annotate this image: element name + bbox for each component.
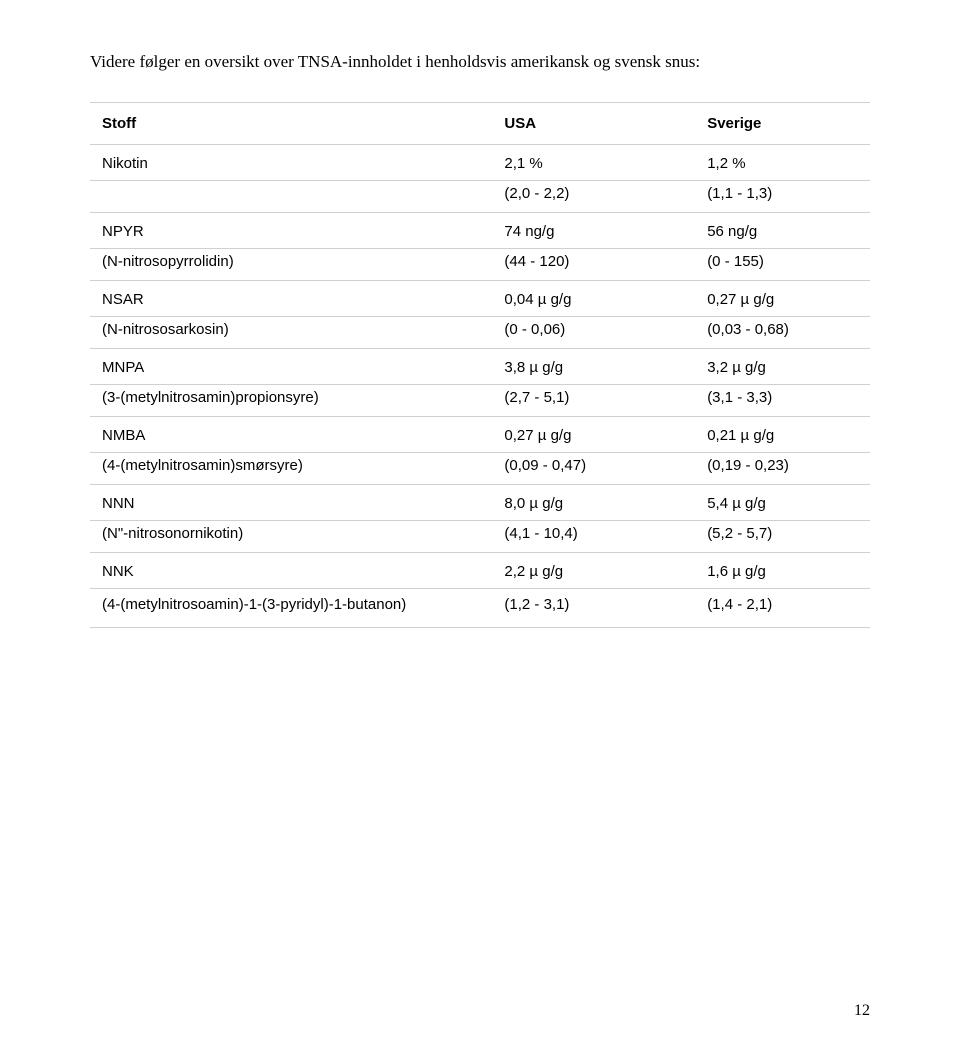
cell-label: Nikotin (90, 144, 464, 180)
cell-label: NPYR (90, 212, 464, 248)
page-number: 12 (854, 1002, 870, 1020)
cell-sublabel: (4-(metylnitrosamin)smørsyre) (90, 452, 464, 484)
table-row: (2,0 - 2,2) (1,1 - 1,3) (90, 180, 870, 212)
table-row: (N-nitrososarkosin) (0 - 0,06) (0,03 - 0… (90, 316, 870, 348)
table-row: Nikotin 2,1 % 1,2 % (90, 144, 870, 180)
cell-label: MNPA (90, 348, 464, 384)
cell-sublabel: (N-nitrososarkosin) (90, 316, 464, 348)
cell-sublabel (90, 180, 464, 212)
cell-val-b: 0,27 µ g/g (464, 416, 667, 452)
cell-val-b: 0,04 µ g/g (464, 280, 667, 316)
table-row: MNPA 3,8 µ g/g 3,2 µ g/g (90, 348, 870, 384)
cell-val-b: 2,2 µ g/g (464, 552, 667, 588)
cell-val-c: 3,2 µ g/g (667, 348, 870, 384)
intro-paragraph: Videre følger en oversikt over TNSA-innh… (90, 50, 870, 74)
cell-range-c: (0,19 - 0,23) (667, 452, 870, 484)
cell-val-b: 2,1 % (464, 144, 667, 180)
cell-range-b: (0 - 0,06) (464, 316, 667, 348)
col-header-sverige: Sverige (667, 102, 870, 144)
table-row: NSAR 0,04 µ g/g 0,27 µ g/g (90, 280, 870, 316)
cell-range-b: (2,0 - 2,2) (464, 180, 667, 212)
cell-range-c: (1,4 - 2,1) (667, 588, 870, 627)
table-row: NNK 2,2 µ g/g 1,6 µ g/g (90, 552, 870, 588)
col-header-stoff: Stoff (90, 102, 464, 144)
cell-val-c: 1,6 µ g/g (667, 552, 870, 588)
table-row: (N"-nitrosonornikotin) (4,1 - 10,4) (5,2… (90, 520, 870, 552)
cell-range-c: (0 - 155) (667, 248, 870, 280)
cell-val-c: 0,27 µ g/g (667, 280, 870, 316)
table-row: (N-nitrosopyrrolidin) (44 - 120) (0 - 15… (90, 248, 870, 280)
cell-val-c: 56 ng/g (667, 212, 870, 248)
cell-range-c: (1,1 - 1,3) (667, 180, 870, 212)
cell-val-b: 74 ng/g (464, 212, 667, 248)
cell-sublabel: (N"-nitrosonornikotin) (90, 520, 464, 552)
cell-val-c: 0,21 µ g/g (667, 416, 870, 452)
cell-val-b: 8,0 µ g/g (464, 484, 667, 520)
cell-range-b: (4,1 - 10,4) (464, 520, 667, 552)
cell-range-b: (2,7 - 5,1) (464, 384, 667, 416)
cell-sublabel: (4-(metylnitrosoamin)-1-(3-pyridyl)-1-bu… (90, 588, 464, 627)
cell-range-c: (3,1 - 3,3) (667, 384, 870, 416)
table-row: NPYR 74 ng/g 56 ng/g (90, 212, 870, 248)
cell-range-c: (5,2 - 5,7) (667, 520, 870, 552)
cell-val-b: 3,8 µ g/g (464, 348, 667, 384)
table-row: (4-(metylnitrosamin)smørsyre) (0,09 - 0,… (90, 452, 870, 484)
cell-label: NNN (90, 484, 464, 520)
cell-range-b: (0,09 - 0,47) (464, 452, 667, 484)
cell-label: NMBA (90, 416, 464, 452)
cell-val-c: 5,4 µ g/g (667, 484, 870, 520)
table-row: (4-(metylnitrosoamin)-1-(3-pyridyl)-1-bu… (90, 588, 870, 627)
cell-range-b: (1,2 - 3,1) (464, 588, 667, 627)
table-row: NNN 8,0 µ g/g 5,4 µ g/g (90, 484, 870, 520)
table-row: NMBA 0,27 µ g/g 0,21 µ g/g (90, 416, 870, 452)
cell-range-c: (0,03 - 0,68) (667, 316, 870, 348)
table-row: (3-(metylnitrosamin)propionsyre) (2,7 - … (90, 384, 870, 416)
tnsa-table: Stoff USA Sverige Nikotin 2,1 % 1,2 % (2… (90, 102, 870, 628)
cell-label: NNK (90, 552, 464, 588)
cell-val-c: 1,2 % (667, 144, 870, 180)
col-header-usa: USA (464, 102, 667, 144)
table-header-row: Stoff USA Sverige (90, 102, 870, 144)
cell-sublabel: (N-nitrosopyrrolidin) (90, 248, 464, 280)
cell-label: NSAR (90, 280, 464, 316)
cell-range-b: (44 - 120) (464, 248, 667, 280)
cell-sublabel: (3-(metylnitrosamin)propionsyre) (90, 384, 464, 416)
